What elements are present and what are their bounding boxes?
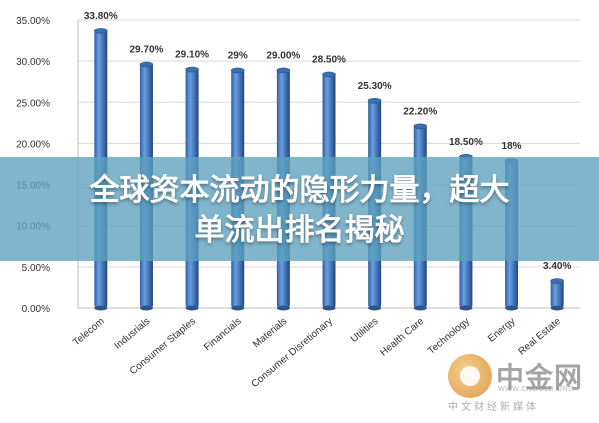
y-tick-label: 0.00% (22, 304, 50, 315)
watermark-url: WWW.CNGOLD.ORG (498, 386, 575, 393)
x-tick-label: Financials (202, 316, 244, 353)
title-banner: 全球资本流动的隐形力量，超大 单流出排名揭秘 (0, 157, 599, 261)
data-label: 29.70% (129, 45, 163, 56)
watermark-subtitle: 中文财经新媒体 (448, 402, 539, 413)
banner-title-line-2: 单流出排名揭秘 (194, 213, 405, 248)
x-tick-label: Health Care (378, 316, 426, 359)
data-label: 29.10% (175, 50, 209, 61)
y-tick-label: 35.00% (16, 16, 50, 27)
data-labels: 33.80% 29.70% 29.10% 29% 29.00% 28.50% 25.30% 2… (84, 11, 572, 272)
banner-title-line-1: 全球资本流动的隐形力量，超大 (89, 173, 510, 208)
x-tick-label: Materials (251, 316, 289, 351)
data-label: 18.50% (449, 137, 483, 148)
data-label: 29% (228, 50, 248, 61)
data-label: 25.30% (358, 81, 392, 92)
y-tick-label: 30.00% (16, 57, 50, 68)
x-tick-label: Indusrials (113, 316, 153, 352)
data-label: 3.40% (543, 261, 571, 272)
data-label: 22.20% (403, 106, 437, 117)
x-tick-label: Utilities (349, 316, 381, 345)
y-tick-label: 5.00% (22, 263, 50, 274)
data-label: 18% (502, 141, 522, 152)
x-tick-label: Energy (486, 316, 517, 345)
data-label: 33.80% (84, 11, 118, 22)
watermark-name: 中金网 (496, 361, 584, 394)
watermark: 中金网 WWW.CNGOLD.ORG 中文财经新媒体 (448, 350, 596, 416)
data-label: 29.00% (266, 50, 300, 61)
data-label: 28.50% (312, 54, 346, 65)
bar (550, 278, 564, 311)
y-tick-label: 20.00% (16, 139, 50, 150)
x-tick-label: Telecom (71, 316, 107, 348)
x-tick-label: Consumer Disretionary (250, 316, 335, 390)
y-tick-label: 25.00% (16, 98, 50, 109)
watermark-logo-icon (448, 354, 492, 398)
